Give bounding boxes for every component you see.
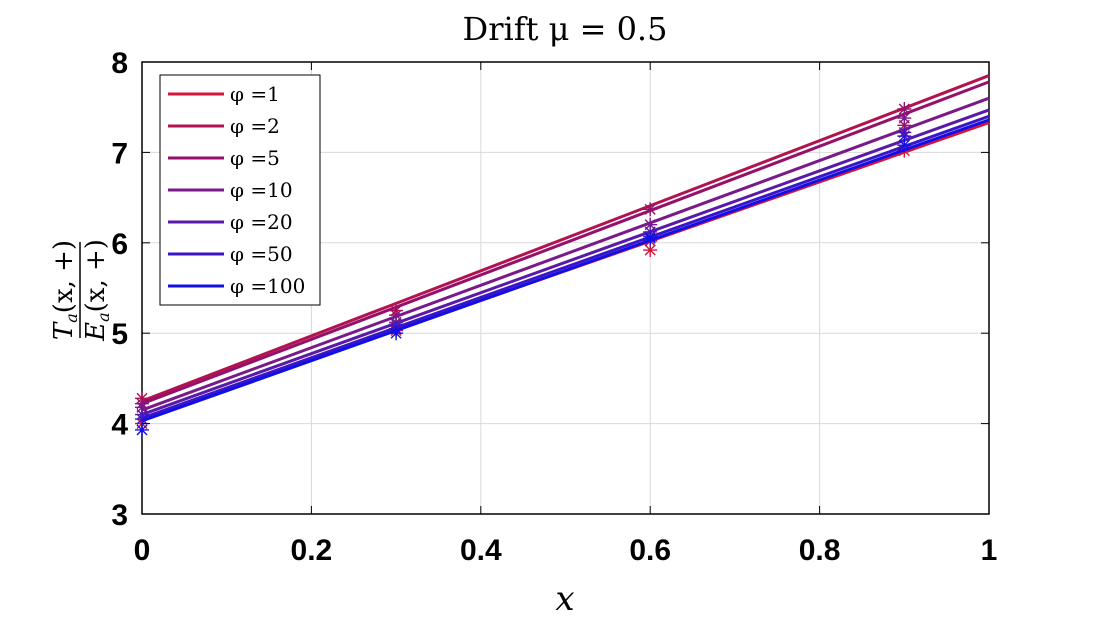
data-point-marker (643, 202, 658, 217)
y-tick-label: 3 (111, 499, 128, 532)
series-line (141, 80, 990, 406)
x-tick-label: 0.2 (291, 534, 333, 567)
legend-entry: φ =1 (168, 82, 280, 106)
legend-entry: φ =2 (168, 114, 280, 138)
legend-label: φ =10 (230, 178, 293, 202)
data-point-marker (897, 102, 912, 117)
legend-entry: φ =10 (168, 178, 293, 202)
y-tick-label: 8 (111, 47, 128, 80)
data-point-marker (135, 422, 149, 437)
y-tick-label: 5 (111, 318, 128, 351)
y-num-sub: a (62, 313, 81, 323)
series-line (141, 108, 990, 416)
data-point-marker (389, 326, 404, 341)
legend-label: φ =2 (230, 114, 280, 138)
data-point-marker (643, 243, 658, 258)
data-point-marker (135, 412, 149, 427)
x-tick-label: 1 (981, 534, 998, 567)
data-point-marker (897, 129, 912, 144)
series-line (141, 118, 990, 423)
x-tick-label: 0.8 (799, 534, 841, 567)
data-point-marker (643, 217, 658, 232)
x-tick-label: 0.4 (460, 534, 502, 567)
x-tick-labels: 0 0.2 0.4 0.6 0.8 1 (134, 62, 998, 567)
y-den-main: E (81, 322, 111, 342)
legend-label: φ =1 (230, 82, 280, 106)
x-tick-label: 0.6 (629, 534, 671, 567)
plot-frame (141, 61, 990, 515)
data-point-marker (897, 138, 912, 153)
series-6 (135, 118, 990, 437)
y-tick-labels: 3 4 5 6 7 8 (111, 47, 989, 532)
data-point-marker (643, 231, 658, 246)
legend-label: φ =5 (230, 146, 280, 170)
y-tick-label: 7 (111, 137, 128, 170)
x-tick-label: 0 (134, 534, 151, 567)
series-layer (135, 74, 990, 437)
y-num-main: T (49, 321, 79, 340)
data-point-marker (897, 111, 912, 126)
legend: φ =1 φ =2 φ =5 φ =10 φ =20 φ =50 φ =100 (159, 74, 321, 306)
legend-label: φ =100 (230, 274, 305, 298)
data-point-marker (135, 400, 149, 415)
legend-label: φ =20 (230, 210, 293, 234)
x-axis-label: x (555, 579, 574, 619)
legend-entry: φ =5 (168, 146, 280, 170)
chart-title: Drift μ = 0.5 (463, 10, 668, 48)
y-axis-label: Ta(x, +) Ea(x, +) (49, 239, 113, 342)
y-label-denominator: Ea(x, +) (81, 239, 113, 342)
y-num-args: (x, +) (49, 240, 79, 313)
data-point-marker (897, 118, 912, 133)
legend-entry: φ =100 (168, 274, 305, 298)
y-tick-label: 6 (111, 228, 128, 261)
series-line (141, 114, 990, 420)
series-line (141, 96, 990, 412)
y-den-args: (x, +) (81, 239, 111, 312)
legend-label: φ =50 (230, 242, 293, 266)
y-den-sub: a (94, 312, 113, 322)
series-line (141, 74, 990, 403)
y-label-numerator: Ta(x, +) (49, 240, 81, 340)
y-tick-label: 4 (111, 409, 128, 442)
legend-entry: φ =20 (168, 210, 293, 234)
legend-entry: φ =50 (168, 242, 293, 266)
